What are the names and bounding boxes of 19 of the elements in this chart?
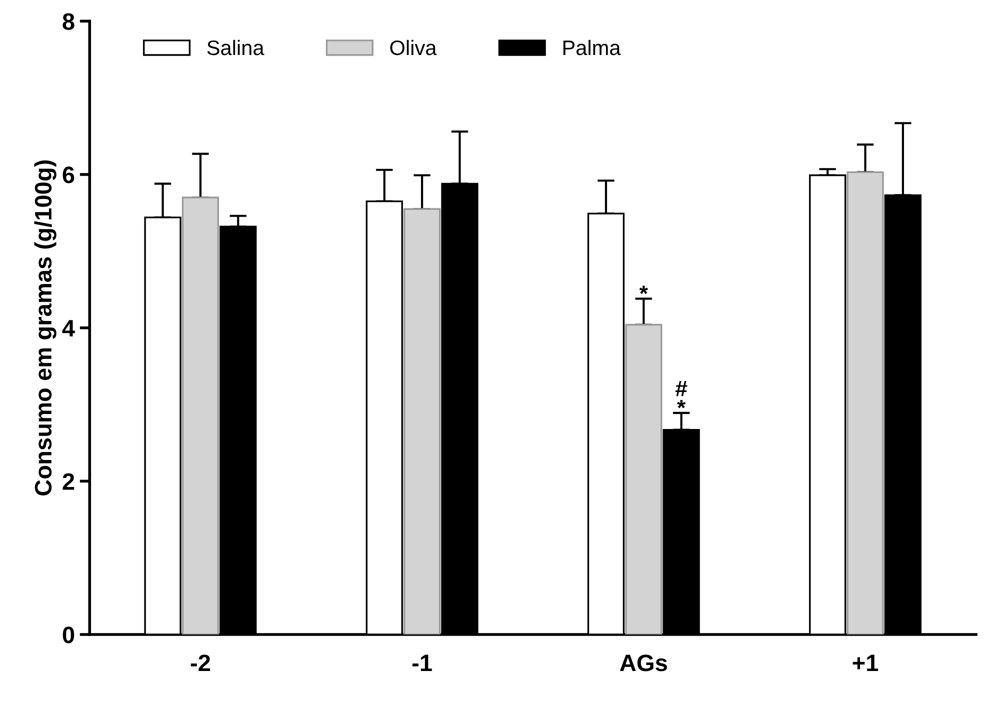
y-axis-title: Consumo em gramas (g/100g) (34, 160, 56, 496)
legend-label: Oliva (390, 40, 437, 56)
legend-label: Palma (563, 40, 621, 56)
x-tick-label: AGs (620, 654, 667, 672)
x-tick-label: +1 (852, 654, 878, 672)
x-tick-label: -1 (412, 654, 432, 672)
x-tick-label: -2 (190, 654, 210, 672)
annotation: # * (676, 381, 688, 408)
annotation: * (639, 286, 648, 294)
y-tick-label: 8 (62, 13, 74, 30)
y-tick-label: 2 (62, 473, 74, 490)
bar (403, 208, 441, 634)
bar (182, 196, 220, 634)
y-tick-label: 0 (62, 626, 74, 644)
y-tick-label: 6 (62, 166, 74, 184)
bar (625, 324, 662, 634)
bar (846, 171, 884, 634)
legend-label: Salina (207, 40, 264, 56)
y-tick-label: 4 (62, 320, 75, 336)
